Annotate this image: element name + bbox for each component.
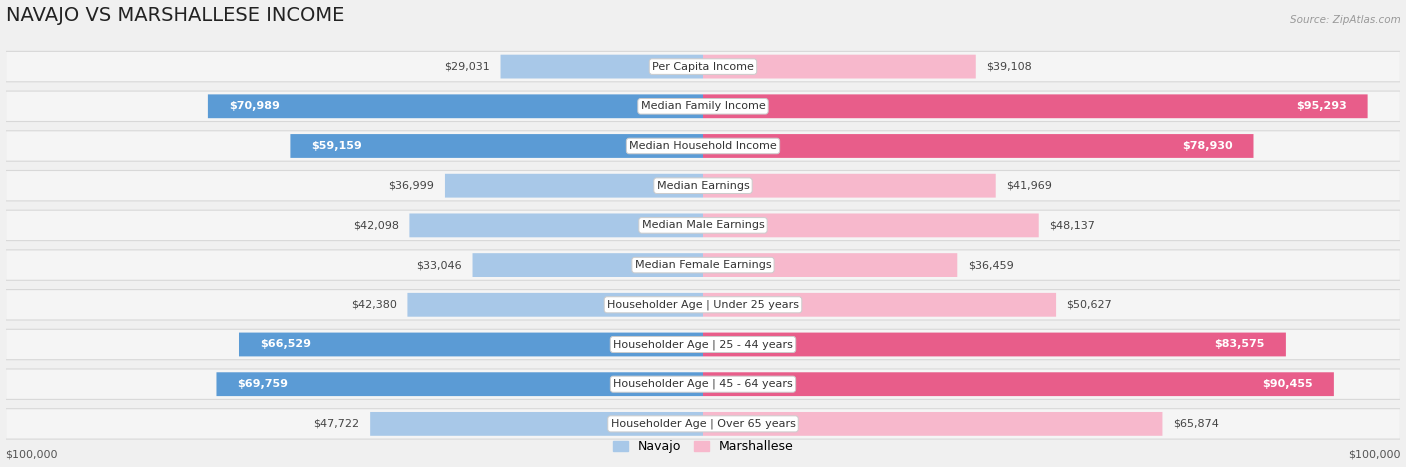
FancyBboxPatch shape [6, 409, 1400, 439]
FancyBboxPatch shape [501, 55, 703, 78]
Text: $100,000: $100,000 [1348, 450, 1400, 460]
FancyBboxPatch shape [6, 210, 1400, 241]
FancyBboxPatch shape [703, 213, 1039, 237]
FancyBboxPatch shape [703, 253, 957, 277]
FancyBboxPatch shape [239, 333, 703, 356]
Text: $42,098: $42,098 [353, 220, 399, 230]
FancyBboxPatch shape [703, 412, 1163, 436]
Text: $65,874: $65,874 [1173, 419, 1219, 429]
Legend: Navajo, Marshallese: Navajo, Marshallese [613, 440, 793, 453]
FancyBboxPatch shape [6, 329, 1400, 360]
Text: $90,455: $90,455 [1263, 379, 1313, 389]
FancyBboxPatch shape [472, 253, 703, 277]
Text: $42,380: $42,380 [352, 300, 396, 310]
Text: Median Female Earnings: Median Female Earnings [634, 260, 772, 270]
Text: $66,529: $66,529 [260, 340, 311, 349]
FancyBboxPatch shape [6, 170, 1400, 201]
FancyBboxPatch shape [409, 213, 703, 237]
FancyBboxPatch shape [208, 94, 703, 118]
Text: NAVAJO VS MARSHALLESE INCOME: NAVAJO VS MARSHALLESE INCOME [6, 6, 344, 25]
Text: $39,108: $39,108 [986, 62, 1032, 71]
FancyBboxPatch shape [6, 369, 1400, 399]
FancyBboxPatch shape [408, 293, 703, 317]
Text: $36,459: $36,459 [967, 260, 1014, 270]
Text: Source: ZipAtlas.com: Source: ZipAtlas.com [1289, 15, 1400, 25]
Text: $78,930: $78,930 [1182, 141, 1233, 151]
FancyBboxPatch shape [703, 55, 976, 78]
Text: $69,759: $69,759 [238, 379, 288, 389]
FancyBboxPatch shape [6, 131, 1400, 161]
Text: $36,999: $36,999 [388, 181, 434, 191]
FancyBboxPatch shape [6, 51, 1400, 82]
Text: Householder Age | Under 25 years: Householder Age | Under 25 years [607, 299, 799, 310]
Text: Householder Age | 25 - 44 years: Householder Age | 25 - 44 years [613, 339, 793, 350]
Text: $70,989: $70,989 [229, 101, 280, 111]
Text: Median Male Earnings: Median Male Earnings [641, 220, 765, 230]
FancyBboxPatch shape [444, 174, 703, 198]
Text: Median Earnings: Median Earnings [657, 181, 749, 191]
FancyBboxPatch shape [291, 134, 703, 158]
Text: $59,159: $59,159 [311, 141, 363, 151]
Text: Median Household Income: Median Household Income [628, 141, 778, 151]
Text: $83,575: $83,575 [1215, 340, 1265, 349]
FancyBboxPatch shape [703, 134, 1254, 158]
Text: $33,046: $33,046 [416, 260, 463, 270]
FancyBboxPatch shape [703, 174, 995, 198]
Text: $100,000: $100,000 [6, 450, 58, 460]
FancyBboxPatch shape [703, 333, 1286, 356]
Text: Householder Age | 45 - 64 years: Householder Age | 45 - 64 years [613, 379, 793, 389]
Text: $50,627: $50,627 [1067, 300, 1112, 310]
FancyBboxPatch shape [703, 293, 1056, 317]
Text: $47,722: $47,722 [314, 419, 360, 429]
Text: $95,293: $95,293 [1296, 101, 1347, 111]
FancyBboxPatch shape [6, 290, 1400, 320]
FancyBboxPatch shape [370, 412, 703, 436]
FancyBboxPatch shape [703, 372, 1334, 396]
Text: $29,031: $29,031 [444, 62, 491, 71]
FancyBboxPatch shape [217, 372, 703, 396]
Text: $48,137: $48,137 [1049, 220, 1095, 230]
Text: $41,969: $41,969 [1007, 181, 1052, 191]
Text: Householder Age | Over 65 years: Householder Age | Over 65 years [610, 418, 796, 429]
Text: Per Capita Income: Per Capita Income [652, 62, 754, 71]
FancyBboxPatch shape [6, 250, 1400, 280]
FancyBboxPatch shape [703, 94, 1368, 118]
FancyBboxPatch shape [6, 91, 1400, 121]
Text: Median Family Income: Median Family Income [641, 101, 765, 111]
